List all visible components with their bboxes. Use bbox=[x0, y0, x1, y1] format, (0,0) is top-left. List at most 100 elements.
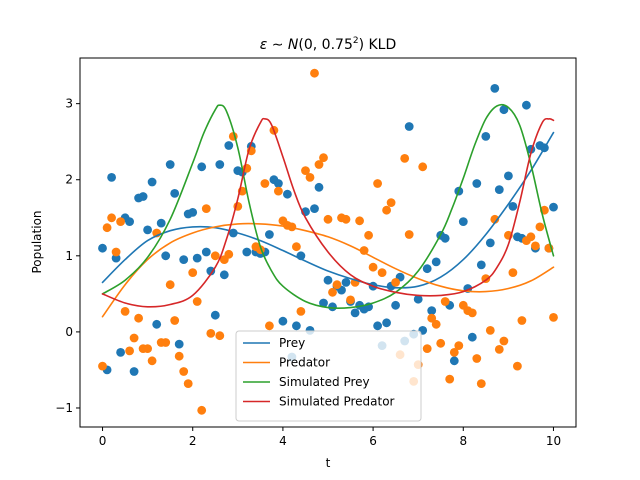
predator-point bbox=[129, 333, 139, 343]
prey-point bbox=[382, 318, 391, 328]
prey-point bbox=[431, 257, 441, 267]
prey-point bbox=[156, 218, 166, 228]
predator-point bbox=[526, 232, 536, 242]
predator-point bbox=[274, 186, 283, 196]
prey-point bbox=[504, 171, 513, 181]
prey-point bbox=[490, 84, 500, 93]
y-tick-label: 2 bbox=[65, 173, 73, 187]
predator-point bbox=[549, 313, 558, 322]
prey-point bbox=[440, 233, 450, 243]
predator-point bbox=[535, 222, 545, 232]
prey-point bbox=[143, 225, 153, 235]
predator-point bbox=[382, 205, 391, 215]
predator-point bbox=[183, 379, 193, 388]
predator-point bbox=[332, 280, 342, 290]
prey-point bbox=[391, 300, 400, 310]
predator-point bbox=[143, 344, 153, 353]
predator-point bbox=[364, 230, 373, 240]
predator-point bbox=[431, 319, 441, 329]
prey-point bbox=[499, 105, 509, 115]
predator-line bbox=[101, 222, 555, 318]
legend: Prey Predator Simulated Prey Simulated Pred… bbox=[235, 330, 422, 422]
predator-point bbox=[494, 345, 504, 354]
predator-point bbox=[377, 268, 387, 277]
legend-box bbox=[235, 330, 422, 422]
predator-point bbox=[490, 214, 500, 224]
predator-point bbox=[206, 329, 216, 338]
chart-title-sup: 2 bbox=[353, 36, 359, 46]
predator-point bbox=[485, 326, 495, 335]
predator-point bbox=[314, 160, 324, 169]
predator-point bbox=[454, 341, 464, 350]
prey-point bbox=[265, 230, 274, 239]
axes-frame bbox=[79, 57, 577, 428]
predator-point bbox=[116, 217, 125, 227]
prey-point bbox=[179, 255, 189, 264]
prey-point bbox=[350, 308, 360, 318]
predator-point bbox=[472, 354, 482, 363]
prey-point bbox=[147, 177, 157, 187]
simulated-predator-line bbox=[101, 117, 555, 308]
y-tick-label: 3 bbox=[65, 97, 73, 111]
predator-point bbox=[310, 68, 319, 78]
prey-point bbox=[472, 179, 482, 188]
prey-point bbox=[323, 275, 333, 285]
predator-point bbox=[161, 338, 171, 347]
plot-area bbox=[98, 68, 558, 415]
predator-point bbox=[265, 321, 274, 331]
chart-title-func: N bbox=[288, 37, 299, 53]
prey-point bbox=[107, 173, 116, 182]
predator-point bbox=[120, 307, 130, 316]
prey-point bbox=[215, 160, 225, 169]
predator-point bbox=[422, 344, 432, 353]
prey-point bbox=[422, 264, 432, 274]
predator-point bbox=[111, 247, 121, 257]
predator-point bbox=[355, 216, 364, 226]
prey-point bbox=[522, 100, 531, 110]
prey-point bbox=[449, 356, 459, 366]
predator-point bbox=[170, 316, 180, 325]
prey-point bbox=[192, 253, 202, 263]
predator-point bbox=[341, 214, 351, 224]
predator-point bbox=[346, 295, 355, 305]
prey-point bbox=[224, 141, 234, 150]
prey-point bbox=[98, 243, 107, 253]
predator-point bbox=[215, 331, 225, 341]
prey-point bbox=[197, 162, 207, 172]
legend-label-simulated-prey: Simulated Prey bbox=[279, 375, 370, 389]
x-axis: 0 2 4 6 8 10 bbox=[99, 427, 561, 448]
legend-label-prey: Prey bbox=[279, 336, 305, 350]
predator-point bbox=[404, 230, 414, 239]
predator-point bbox=[292, 242, 301, 252]
prey-point bbox=[111, 253, 121, 263]
prey-point bbox=[292, 321, 301, 331]
prey-point bbox=[210, 310, 220, 320]
predator-point bbox=[391, 278, 400, 287]
prey-point bbox=[427, 306, 437, 315]
y-tick-label: −1 bbox=[55, 401, 73, 415]
prey-point bbox=[476, 260, 486, 270]
predator-point bbox=[359, 246, 369, 255]
predator-point bbox=[368, 262, 378, 272]
legend-label-predator: Predator bbox=[279, 356, 330, 370]
prey-point bbox=[125, 217, 134, 227]
predator-point bbox=[197, 405, 207, 415]
predator-point bbox=[440, 297, 450, 306]
predator-point bbox=[508, 268, 518, 277]
predator-point bbox=[436, 338, 446, 348]
prey-point bbox=[328, 302, 337, 312]
predator-point bbox=[328, 287, 337, 297]
predator-point bbox=[98, 361, 107, 371]
prey-point bbox=[458, 217, 468, 227]
x-tick-label: 0 bbox=[99, 434, 107, 448]
predator-point bbox=[165, 280, 175, 290]
predator-point bbox=[476, 379, 486, 388]
prey-point bbox=[174, 339, 184, 349]
predator-point bbox=[296, 307, 306, 316]
x-tick-label: 10 bbox=[546, 434, 561, 448]
prey-point bbox=[373, 321, 382, 331]
predator-point bbox=[179, 367, 189, 376]
prey-point bbox=[314, 182, 324, 192]
prey-point bbox=[206, 266, 216, 276]
